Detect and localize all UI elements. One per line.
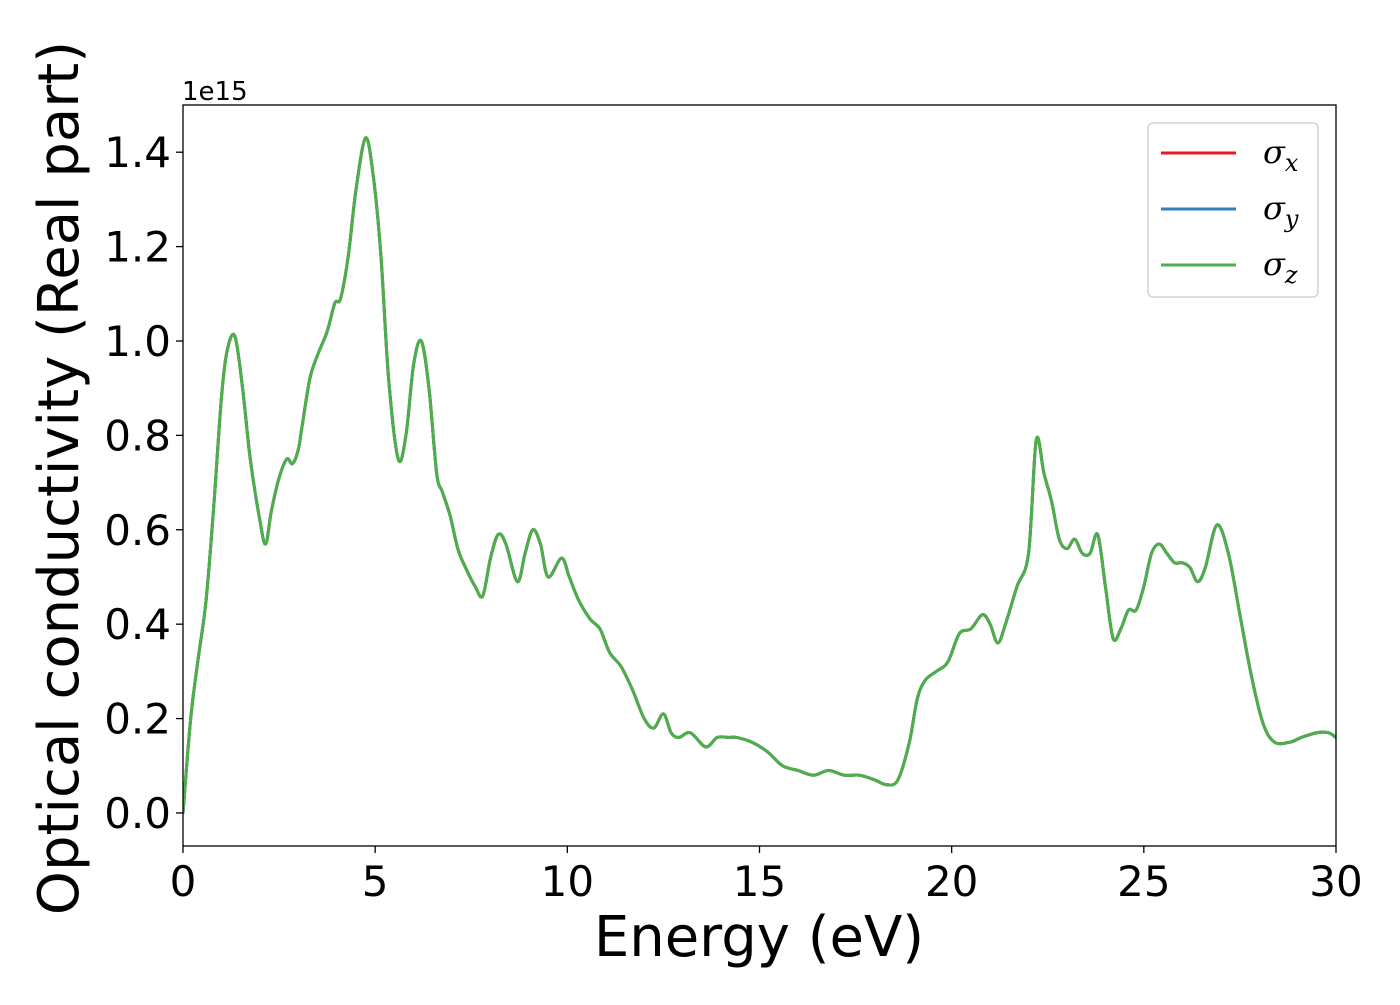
legend-subscript: x (1285, 149, 1299, 177)
plot-area (183, 136, 1336, 815)
legend-symbol: σ (1263, 189, 1286, 227)
x-tick-label: 5 (362, 857, 389, 906)
y-axis-label: Optical conductivity (Real part) (27, 41, 92, 915)
y-tick-label: 0.4 (104, 600, 171, 649)
legend-symbol: σ (1263, 245, 1286, 283)
legend-label-z: σz (1263, 245, 1298, 289)
legend-symbol: σ (1263, 133, 1286, 171)
x-tick-label: 20 (925, 857, 978, 906)
x-axis-label: Energy (eV) (594, 905, 924, 970)
y-tick-label: 1.0 (104, 317, 171, 366)
y-tick-label: 0.8 (104, 411, 171, 460)
legend-label-y: σy (1263, 189, 1299, 233)
x-tick-label: 30 (1309, 857, 1362, 906)
series-group (183, 136, 1336, 815)
y-tick-label: 1.4 (104, 128, 171, 177)
x-tick-label: 15 (733, 857, 786, 906)
legend-subscript: y (1284, 205, 1299, 233)
y-tick-label: 1.2 (104, 223, 171, 272)
y-tick-label: 0.2 (104, 695, 171, 744)
axes: 0 5 10 15 20 25 30 0.0 0.2 0.4 0.6 0.8 1.0 1.2 1.4 (104, 104, 1363, 906)
legend-subscript: z (1284, 261, 1298, 289)
y-tick-label: 0.6 (104, 506, 171, 555)
x-tick-label: 10 (541, 857, 594, 906)
x-tick-label: 25 (1117, 857, 1170, 906)
series-line-z (183, 136, 1336, 815)
y-axis-offset-label: 1e15 (182, 77, 248, 107)
y-tick-label: 0.0 (104, 789, 171, 838)
x-tick-label: 0 (170, 857, 197, 906)
legend-label-x: σx (1263, 133, 1299, 177)
